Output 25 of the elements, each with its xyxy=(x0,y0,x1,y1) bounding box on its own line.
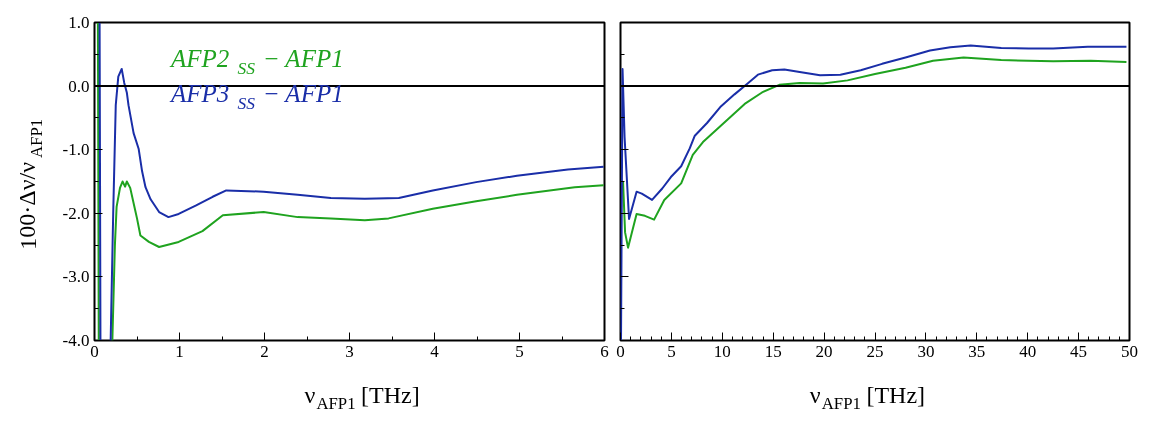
x-tick-label: 5 xyxy=(667,341,676,361)
x-tick-label: 0 xyxy=(616,341,625,361)
y-tick-label: 0.0 xyxy=(68,76,90,96)
x-tick-label: 30 xyxy=(917,341,935,361)
x-tick-label: 40 xyxy=(1019,341,1037,361)
y-tick-label: -4.0 xyxy=(62,331,90,350)
x-tick-label: 1 xyxy=(175,341,184,361)
x-tick-label: 4 xyxy=(430,341,440,361)
y-tick-label: -3.0 xyxy=(62,267,90,287)
x-tick-label: 35 xyxy=(968,341,986,361)
x-tick-label: 15 xyxy=(764,341,782,361)
x-tick-label: 2 xyxy=(260,341,269,361)
x-tick-label: 50 xyxy=(1121,341,1138,361)
x-tick-label: 0 xyxy=(90,341,99,361)
x-tick-label: 10 xyxy=(713,341,731,361)
x-tick-label: 3 xyxy=(345,341,354,361)
y-tick-label: -2.0 xyxy=(62,203,90,223)
y-tick-label: -1.0 xyxy=(62,140,90,160)
x-tick-label: 45 xyxy=(1070,341,1088,361)
y-tick-label: 1.0 xyxy=(68,13,90,32)
x-tick-label: 5 xyxy=(515,341,524,361)
x-tick-label: 25 xyxy=(866,341,884,361)
x-tick-label: 20 xyxy=(815,341,833,361)
x-tick-label: 6 xyxy=(600,341,609,361)
y-axis-title: 100·Δν/νAFP1 xyxy=(14,118,46,250)
